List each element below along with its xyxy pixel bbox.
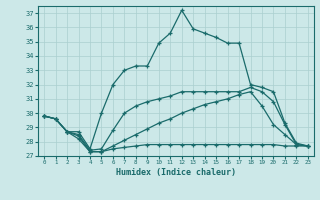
X-axis label: Humidex (Indice chaleur): Humidex (Indice chaleur) <box>116 168 236 177</box>
